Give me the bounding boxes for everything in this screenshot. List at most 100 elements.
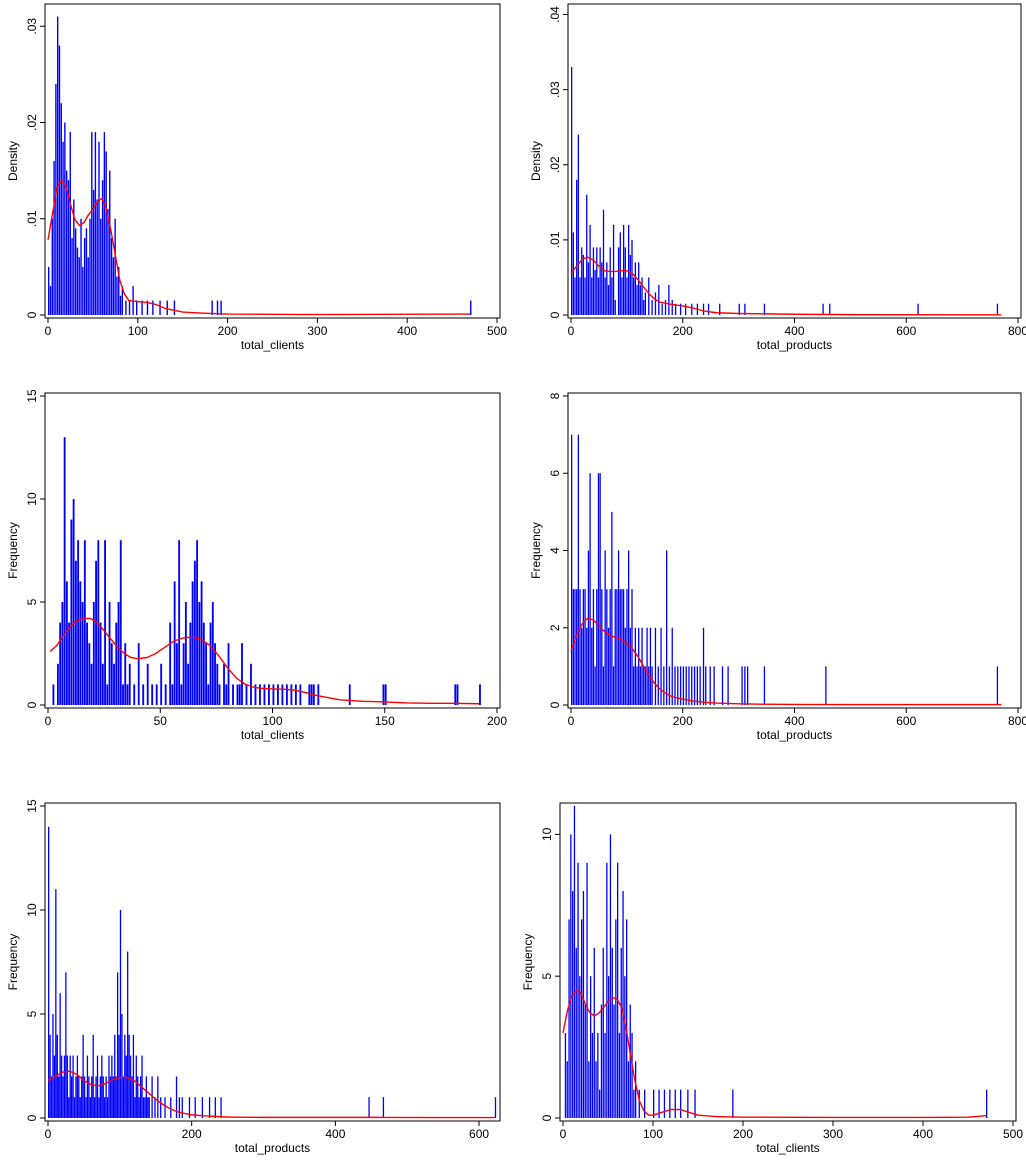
kernel-density-line [570, 617, 1002, 706]
histogram-bar [166, 300, 168, 315]
histogram-bar [154, 1097, 156, 1118]
histogram-bar [108, 602, 111, 705]
histogram-bar [586, 627, 588, 705]
y-axis-title: Frequency [521, 934, 535, 991]
histogram-bar [592, 589, 595, 706]
histogram-bar [636, 666, 638, 706]
histogram-bar [601, 589, 603, 706]
histogram-bar [66, 1055, 68, 1118]
histogram-bar [115, 1076, 117, 1118]
panel-middle-right-frequency-products: 0 200 400 600 800 0 2 4 6 8 total_products Frequenc… [529, 392, 1026, 742]
histogram-bar [82, 266, 84, 316]
histogram-bar [72, 1055, 74, 1118]
histogram-bar [744, 303, 746, 315]
histogram-bar [606, 262, 608, 315]
histogram-bar [52, 684, 55, 705]
histogram-bar [82, 1034, 84, 1118]
x-axis-title: total_products [757, 338, 832, 352]
histogram-bar [152, 300, 154, 315]
histogram-bar [641, 627, 643, 705]
x-tick-label: 500 [487, 324, 507, 338]
histogram-bar [191, 581, 194, 705]
histogram-bar [575, 947, 577, 1118]
histogram-bar [576, 179, 578, 315]
histogram-bar [92, 1034, 94, 1118]
histogram-bar [592, 247, 595, 315]
histogram-bar [254, 684, 257, 705]
histogram-bar [124, 1034, 126, 1118]
y-tick-label: 10 [25, 492, 39, 506]
histogram-bar [664, 299, 667, 315]
histogram-bar [51, 218, 53, 315]
histogram-bar [164, 684, 167, 705]
histogram-bar [59, 993, 61, 1118]
histogram-bar [574, 589, 576, 706]
x-axis-title: total_clients [241, 338, 304, 352]
histogram-bar [232, 684, 234, 705]
x-tick-label: 600 [469, 1127, 489, 1141]
histogram-bar [677, 666, 679, 706]
histogram-bar [272, 684, 275, 705]
histogram-bar [696, 666, 699, 706]
histogram-bar [627, 224, 630, 315]
histogram-bar [654, 292, 657, 315]
histogram-bar [108, 1055, 110, 1118]
histogram-bar [709, 666, 711, 706]
histogram-bars [48, 16, 472, 316]
x-tick-label: 800 [1008, 324, 1026, 338]
histogram-bar [663, 1089, 666, 1118]
x-tick-label: 150 [375, 714, 395, 728]
histogram-bar [577, 434, 580, 706]
histogram-bar [88, 1076, 90, 1118]
x-tick-label: 50 [154, 714, 168, 728]
histogram-bar [747, 666, 749, 706]
histogram-bar [114, 1034, 116, 1118]
x-tick-label: 400 [325, 1127, 345, 1141]
histogram-bar [612, 666, 615, 706]
histogram-bar [581, 627, 583, 705]
histogram-bar [216, 300, 219, 315]
histogram-bar [48, 266, 50, 316]
histogram-bar [63, 437, 66, 705]
histogram-bar [622, 891, 624, 1118]
histogram-bar [579, 277, 581, 315]
histogram-bar [89, 218, 91, 315]
histogram-bar [112, 1076, 114, 1118]
histogram-bar [173, 581, 176, 705]
histogram-bar [214, 1097, 216, 1118]
x-tick-label: 200 [218, 324, 238, 338]
histogram-bar [634, 262, 636, 315]
histogram-bar [109, 170, 111, 316]
histogram-bar [621, 589, 623, 706]
histogram-bar [128, 1034, 130, 1118]
histogram-bar [582, 254, 585, 315]
histogram-bar [599, 1089, 601, 1118]
histogram-bar [648, 277, 650, 315]
x-tick-label: 300 [307, 324, 327, 338]
histogram-bar [117, 602, 120, 705]
histogram-bar [596, 589, 598, 706]
histogram-bar [626, 589, 628, 706]
y-tick-label: .02 [25, 114, 39, 131]
histogram-bar [218, 684, 221, 705]
histogram-bar [719, 303, 721, 315]
histogram-bar [669, 1089, 671, 1118]
histogram-bar [194, 1097, 196, 1118]
histogram-bar [661, 303, 663, 315]
histogram-bar [604, 277, 606, 315]
histogram-bar [658, 1089, 660, 1118]
histogram-bar [170, 1097, 172, 1118]
x-tick-label: 600 [896, 714, 916, 728]
histogram-bar [103, 132, 106, 316]
panel-top-left-density-clients: 0 100 200 300 400 500 0 .01 .02 .03 total_clients D… [6, 3, 507, 352]
histogram-bar [638, 627, 640, 705]
histogram-bar [996, 666, 999, 706]
histogram-bar [146, 300, 149, 315]
x-tick-label: 500 [1003, 1127, 1023, 1141]
histogram-bar [606, 589, 608, 706]
histogram-bar [604, 550, 606, 705]
y-tick-label: .03 [25, 18, 39, 35]
histogram-bar [590, 976, 592, 1118]
histogram-bar [76, 247, 79, 316]
histogram-bar [572, 891, 574, 1118]
